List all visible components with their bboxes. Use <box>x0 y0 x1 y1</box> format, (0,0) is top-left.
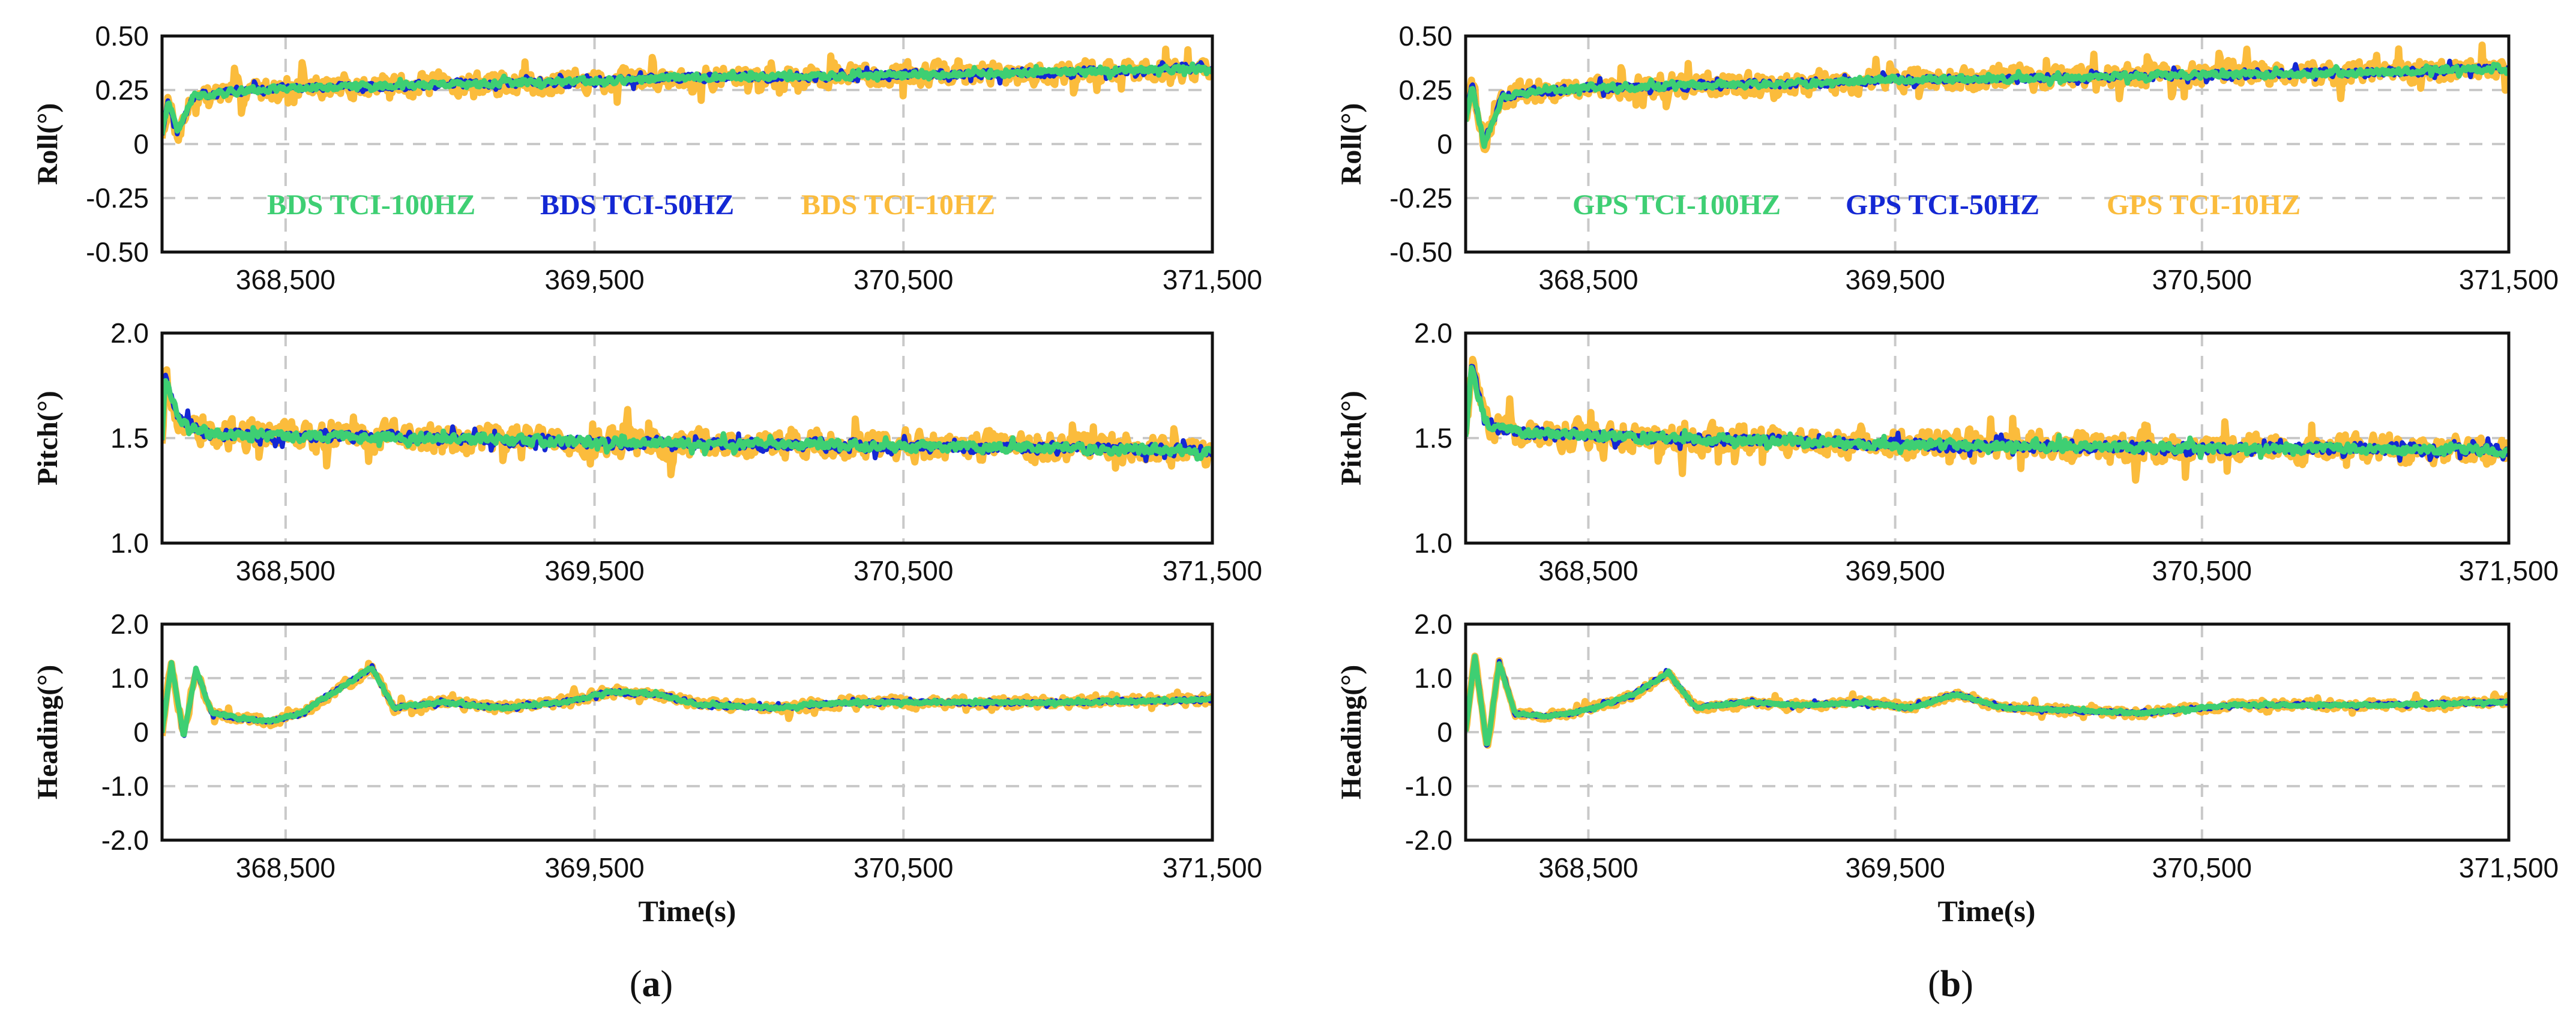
legend-entry-gps-tci-10hz: GPS TCI-10HZ <box>2107 189 2301 221</box>
series-group <box>1466 355 2509 484</box>
series-line-gps-tci-100hz <box>1466 365 2509 460</box>
y-tick-label: 1.5 <box>1414 422 1452 454</box>
y-tick-label: -0.50 <box>86 236 149 268</box>
y-tick-label: 2.0 <box>1414 609 1452 640</box>
chart-panel-a: -0.50 -0.25 0 0.25 0.50 368,500 369,500 370,500… <box>32 20 1262 1005</box>
y-tick-label: 1.0 <box>1414 663 1452 694</box>
y-tick-label: 1.0 <box>1414 528 1452 559</box>
x-tick-label: 368,500 <box>236 264 336 295</box>
series-line-gps-tci-100hz <box>1466 654 2509 747</box>
y-tick-label: 0.25 <box>1398 74 1452 106</box>
axes-frame <box>1464 34 2511 254</box>
heading-subplot: -2.0 -1.0 0 1.0 2.0 368,500 369,500 370,500 371,… <box>32 609 1262 883</box>
y-tick-label: 0.50 <box>95 20 149 52</box>
pitch-axis-label: Pitch(°) <box>32 391 64 485</box>
axes-frame <box>1464 622 2511 842</box>
x-tick-label: 370,500 <box>853 264 953 295</box>
x-tick-label: 370,500 <box>2152 264 2252 295</box>
x-tick-label: 371,500 <box>2459 852 2559 883</box>
x-tick-label: 369,500 <box>1846 264 1945 295</box>
axes-frame <box>160 622 1214 842</box>
series-line-bds-tci-100hz <box>162 61 1212 135</box>
series-group <box>162 660 1212 738</box>
x-axis-label: Time(s) <box>639 894 736 928</box>
y-tick-label: 2.0 <box>110 609 149 640</box>
roll-subplot: -0.50 -0.25 0 0.25 0.50 368,500 369,500 370,500… <box>32 20 1262 295</box>
legend-entry-gps-tci-50hz: GPS TCI-50HZ <box>1846 189 2039 221</box>
series-line-bds-tci-100hz <box>162 378 1212 462</box>
roll-axis-label: Roll(°) <box>32 103 64 185</box>
y-tick-label: -2.0 <box>1405 825 1452 856</box>
series-group <box>1466 652 2509 749</box>
x-tick-label: 371,500 <box>2459 264 2559 295</box>
y-tick-label: 1.0 <box>110 663 149 694</box>
x-tick-label: 368,500 <box>236 852 336 883</box>
x-tick-label: 368,500 <box>236 555 336 586</box>
y-tick-label: -2.0 <box>101 825 149 856</box>
y-tick-label: -0.50 <box>1389 236 1452 268</box>
legend-entry-bds-tci-100hz: BDS TCI-100HZ <box>267 189 475 221</box>
x-tick-label: 369,500 <box>544 555 644 586</box>
x-tick-label: 369,500 <box>1846 555 1945 586</box>
roll-axis-label: Roll(°) <box>1335 103 1367 185</box>
x-tick-label: 368,500 <box>1538 852 1638 883</box>
y-tick-label: 1.0 <box>110 528 149 559</box>
heading-axis-label: Heading(°) <box>32 665 64 800</box>
y-tick-label: 2.0 <box>110 317 149 349</box>
x-tick-label: 370,500 <box>853 555 953 586</box>
x-tick-label: 369,500 <box>1846 852 1945 883</box>
legend-entry-gps-tci-100hz: GPS TCI-100HZ <box>1572 189 1781 221</box>
x-tick-label: 368,500 <box>1538 555 1638 586</box>
series-line-bds-tci-10hz <box>162 45 1212 144</box>
y-tick-label: -0.25 <box>1389 182 1452 214</box>
y-tick-label: 0.25 <box>95 74 149 106</box>
series-line-bds-tci-100hz <box>162 660 1212 738</box>
x-tick-label: 368,500 <box>1538 264 1638 295</box>
axes-frame <box>160 331 1214 545</box>
x-tick-label: 371,500 <box>2459 555 2559 586</box>
legend-entry-bds-tci-50hz: BDS TCI-50HZ <box>540 189 734 221</box>
heading-subplot: -2.0 -1.0 0 1.0 2.0 368,500 369,500 370,500 371,… <box>1335 609 2559 883</box>
y-tick-label: 0.50 <box>1398 20 1452 52</box>
panel-caption: (b) <box>1928 964 1973 1005</box>
series-line-gps-tci-10hz <box>1466 355 2509 484</box>
y-tick-label: -0.25 <box>86 182 149 214</box>
series-group <box>1466 41 2509 154</box>
y-tick-label: 0 <box>133 128 149 160</box>
x-tick-label: 371,500 <box>1163 264 1262 295</box>
y-tick-label: -1.0 <box>1405 771 1452 802</box>
pitch-subplot: 1.0 1.5 2.0 368,500 369,500 370,500 371,500 Pit… <box>32 317 1262 586</box>
pitch-subplot: 1.0 1.5 2.0 368,500 369,500 370,500 371,500 Pit… <box>1335 317 2559 586</box>
series-group <box>162 366 1212 479</box>
series-group <box>162 45 1212 144</box>
panel-caption: (a) <box>630 964 673 1005</box>
series-line-gps-tci-10hz <box>1466 41 2509 154</box>
x-tick-label: 370,500 <box>853 852 953 883</box>
y-tick-label: 0 <box>1437 128 1452 160</box>
x-tick-label: 370,500 <box>2152 555 2252 586</box>
y-tick-label: 0 <box>133 717 149 748</box>
axes-frame <box>1464 331 2511 545</box>
series-line-gps-tci-100hz <box>1466 61 2509 149</box>
chart-panel-b: -0.50 -0.25 0 0.25 0.50 368,500 369,500 370,500… <box>1335 20 2559 1005</box>
pitch-axis-label: Pitch(°) <box>1335 391 1367 485</box>
x-axis-label: Time(s) <box>1938 894 2036 928</box>
series-line-bds-tci-10hz <box>162 366 1212 479</box>
x-tick-label: 371,500 <box>1163 555 1262 586</box>
y-tick-label: 0 <box>1437 717 1452 748</box>
legend-entry-bds-tci-10hz: BDS TCI-10HZ <box>801 189 995 221</box>
x-tick-label: 371,500 <box>1163 852 1262 883</box>
roll-subplot: -0.50 -0.25 0 0.25 0.50 368,500 369,500 370,500… <box>1335 20 2559 295</box>
x-tick-label: 370,500 <box>2152 852 2252 883</box>
y-tick-label: 1.5 <box>110 422 149 454</box>
heading-axis-label: Heading(°) <box>1335 665 1367 800</box>
y-tick-label: 2.0 <box>1414 317 1452 349</box>
x-tick-label: 369,500 <box>544 852 644 883</box>
y-tick-label: -1.0 <box>101 771 149 802</box>
x-tick-label: 369,500 <box>544 264 644 295</box>
axes-frame <box>160 34 1214 254</box>
